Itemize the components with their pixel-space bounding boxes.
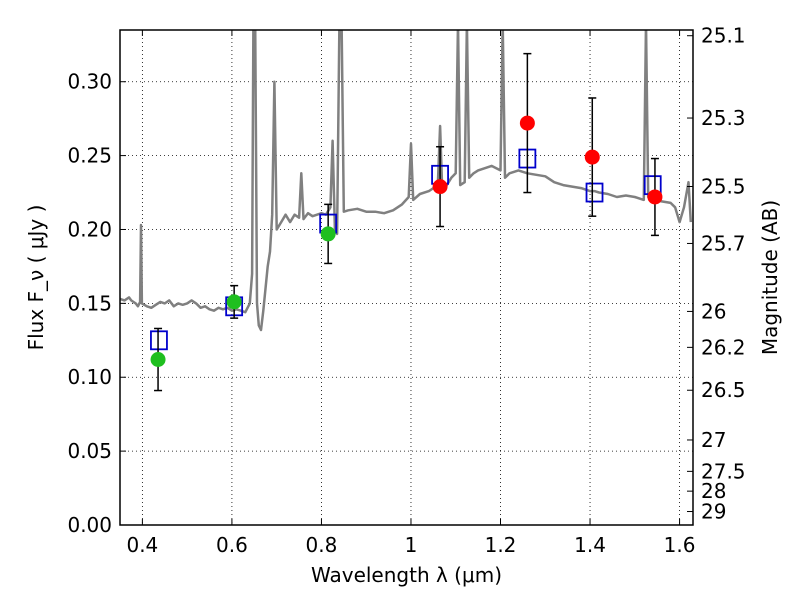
ticks-layer: 0.4 0.6 0.8 1 1.2 1.4 1.6 0.00 0.05 0.10 0.15 0.20 0… — [67, 24, 745, 557]
x-tick-label: 0.6 — [216, 533, 248, 557]
spectrum-layer — [120, 30, 693, 332]
x-tick-label: 1.2 — [485, 533, 517, 557]
y-axis-label: Flux F_ν ( μJy ) — [24, 205, 48, 351]
model-square-point — [150, 330, 168, 351]
mag-tick-label: 25.7 — [701, 231, 746, 255]
mag-tick-label: 25.1 — [701, 24, 746, 48]
y-tick-label: 0.15 — [67, 291, 112, 315]
x-tick-label: 1 — [405, 533, 418, 557]
mag-tick-label: 26 — [701, 299, 726, 323]
grid-lines — [120, 30, 693, 525]
photometry-point — [519, 115, 535, 131]
photometry-point — [226, 294, 242, 310]
photometry-point — [320, 226, 336, 242]
photometry-point — [150, 352, 166, 368]
mag-tick-label: 26.2 — [701, 335, 746, 359]
x-tick-label: 0.8 — [306, 533, 338, 557]
y-tick-label: 0.05 — [67, 439, 112, 463]
x-tick-label: 1.6 — [664, 533, 696, 557]
x-axis-label: Wavelength λ (μm) — [311, 563, 502, 587]
y-tick-label: 0.30 — [67, 70, 112, 94]
mag-tick-label: 27 — [701, 428, 726, 452]
y-tick-label: 0.10 — [67, 365, 112, 389]
mag-tick-label: 25.5 — [701, 174, 746, 198]
photometry-point — [584, 149, 600, 165]
x-tick-label: 0.4 — [126, 533, 158, 557]
y-tick-label: 0.20 — [67, 217, 112, 241]
x-tick-label: 1.4 — [574, 533, 606, 557]
model-square-point — [585, 182, 604, 203]
y-tick-label: 0.25 — [67, 144, 112, 168]
mag-tick-label: 26.5 — [701, 378, 746, 402]
plot-frame — [119, 29, 694, 526]
mag-tick-label: 25.3 — [701, 106, 746, 130]
spectrum-line — [120, 30, 693, 332]
points-layer — [150, 52, 663, 392]
mag-tick-label: 27.5 — [701, 459, 746, 483]
mag-tick-label: 29 — [701, 500, 726, 524]
y2-axis-label: Magnitude (AB) — [758, 200, 782, 355]
photometry-point — [432, 179, 448, 195]
photometry-point — [647, 189, 663, 205]
y-tick-label: 0.00 — [67, 513, 112, 537]
mag-tick-label: 28 — [701, 479, 726, 503]
